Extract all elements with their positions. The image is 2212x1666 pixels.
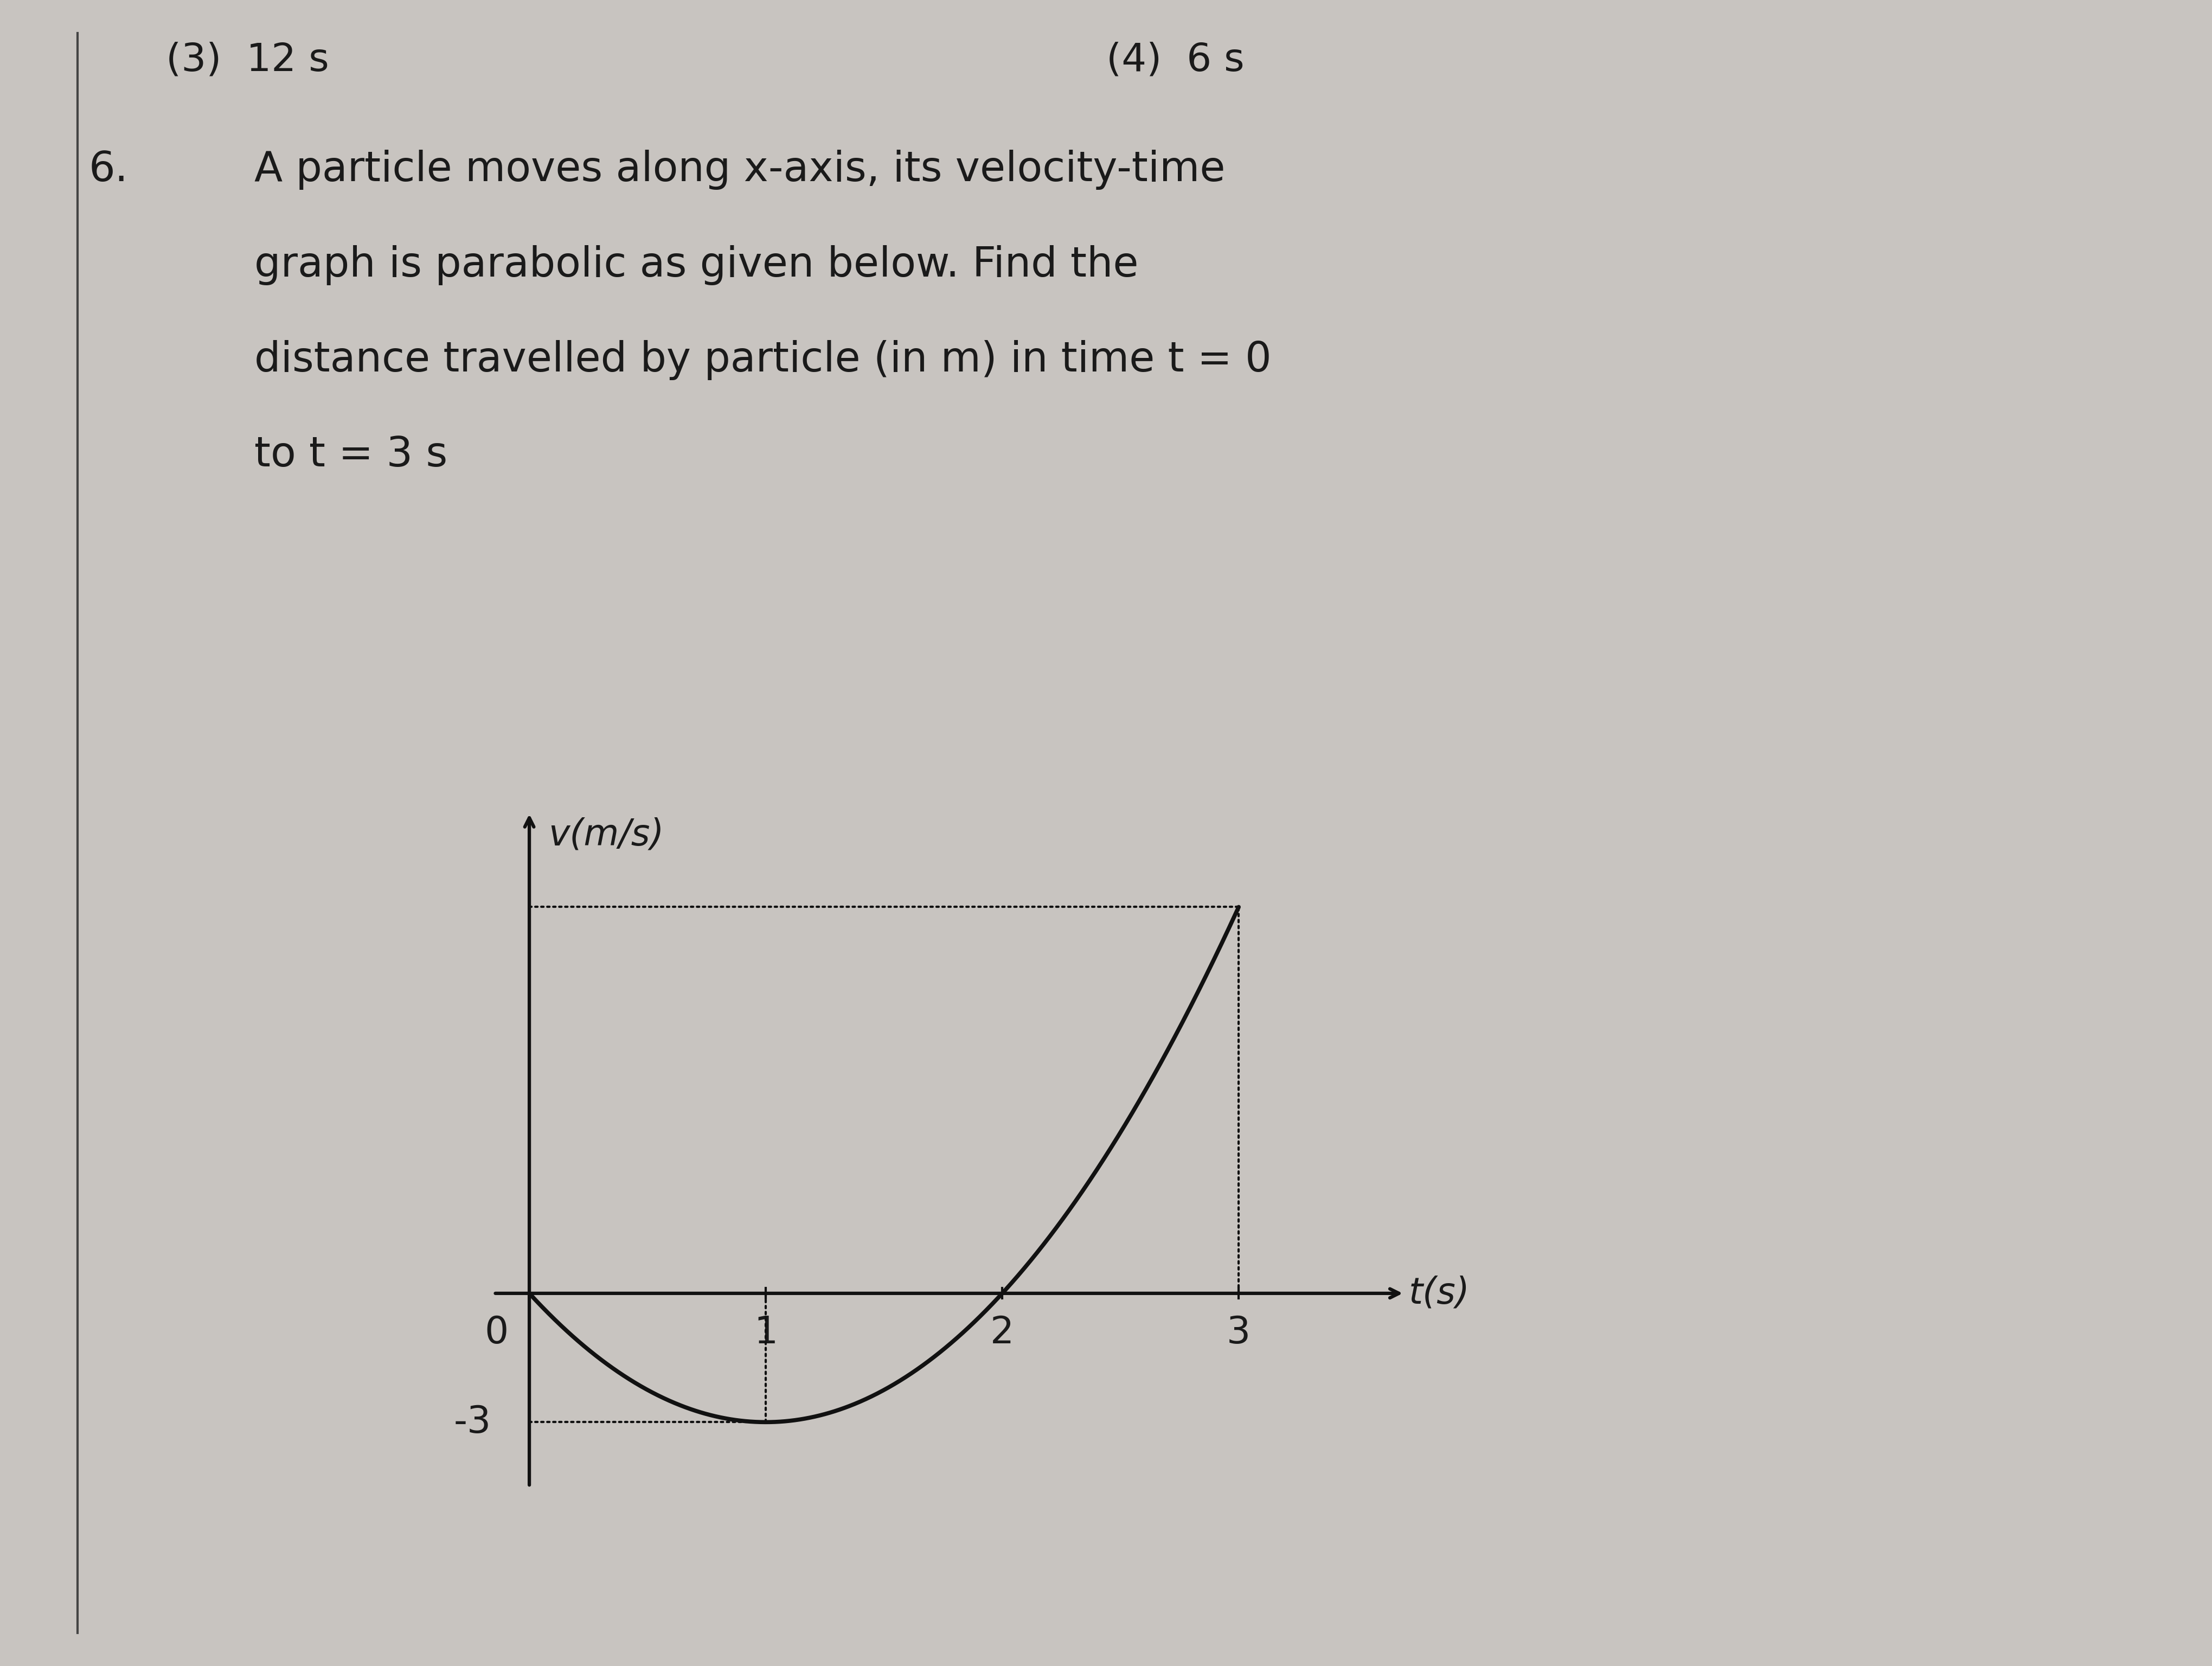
Text: distance travelled by particle (in m) in time t = 0: distance travelled by particle (in m) in…	[254, 340, 1272, 380]
Text: 0: 0	[484, 1314, 509, 1351]
Text: (4)  6 s: (4) 6 s	[1106, 42, 1243, 78]
Text: v(m/s): v(m/s)	[549, 816, 664, 853]
Text: to t = 3 s: to t = 3 s	[254, 435, 447, 475]
Text: graph is parabolic as given below. Find the: graph is parabolic as given below. Find …	[254, 245, 1139, 285]
Text: 3: 3	[1225, 1314, 1250, 1351]
Text: 6.: 6.	[88, 150, 128, 190]
Text: t(s): t(s)	[1409, 1276, 1469, 1311]
Text: -3: -3	[453, 1404, 491, 1441]
Text: (3)  12 s: (3) 12 s	[166, 42, 330, 78]
Text: A particle moves along x-axis, its velocity-time: A particle moves along x-axis, its veloc…	[254, 150, 1225, 190]
Text: 1: 1	[754, 1314, 779, 1351]
Text: 2: 2	[991, 1314, 1013, 1351]
